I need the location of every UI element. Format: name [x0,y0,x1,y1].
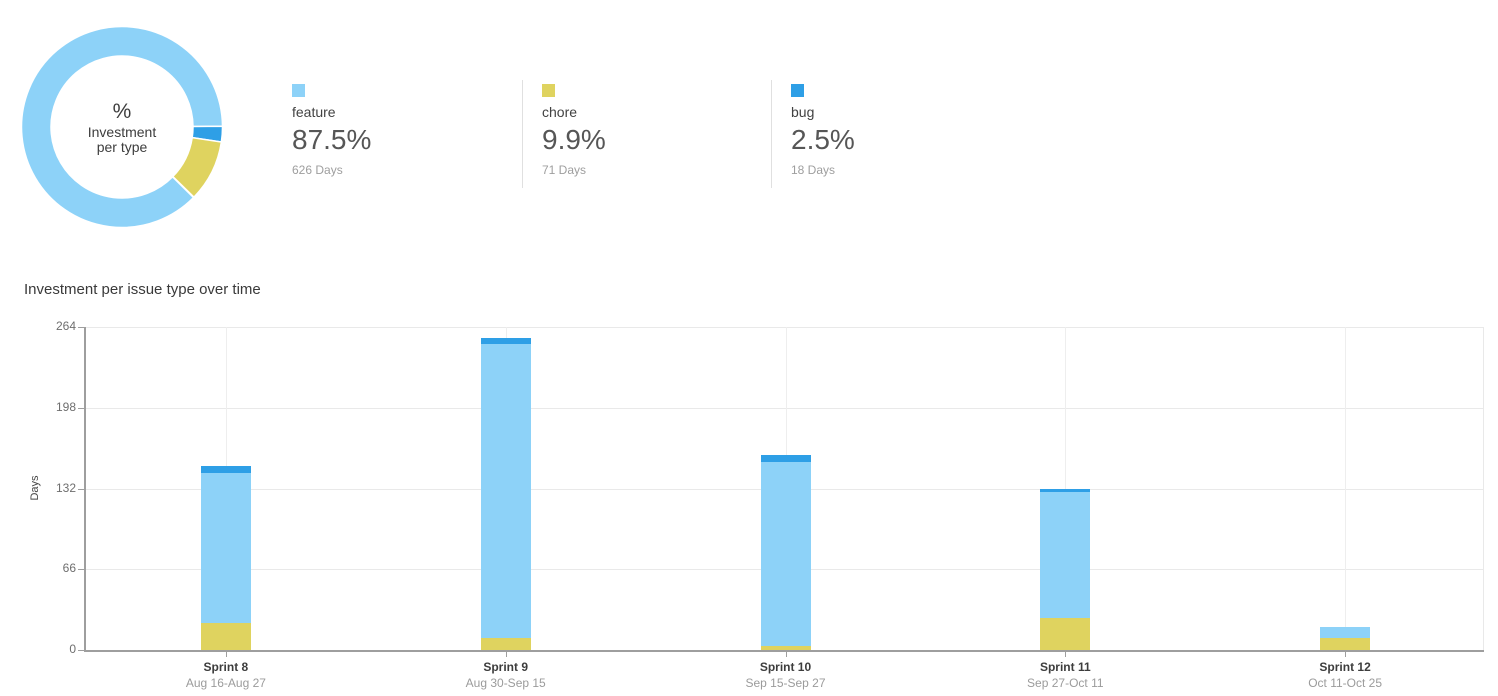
y-tick [78,407,84,409]
y-tick [78,569,84,571]
x-category-name: Sprint 8 [203,660,249,674]
y-gridline [86,407,1484,409]
bar-segment-bug[interactable] [1040,488,1091,493]
donut-slice-chore[interactable] [171,136,223,199]
x-category-dates: Oct 11-Oct 25 [1308,676,1382,690]
x-category-label: Sprint 10 Sep 15-Sep 27 [686,660,886,690]
bar-segment-feature[interactable] [1320,626,1371,638]
legend-percent: 2.5% [791,124,855,155]
x-category-label: Sprint 9 Aug 30-Sep 15 [406,660,606,690]
plot-right-border [1483,327,1484,650]
legend-percent: 87.5% [292,124,372,155]
y-tick-label: 0 [69,642,76,656]
x-tick [505,652,507,657]
bar-segment-bug[interactable] [480,338,531,345]
y-tick-label: 132 [55,480,76,495]
y-axis-line [84,327,86,652]
x-gridline [1345,327,1347,650]
legend-days: 18 Days [791,163,836,177]
donut-slice-feature[interactable] [20,25,224,229]
legend-item-bug[interactable]: bug 2.5% 18 Days [771,80,1020,188]
bar-segment-chore[interactable] [1320,637,1371,650]
investment-bar-chart: 0 66 132 198 264 Sprint 8 Aug 16-Aug 27 Sprint … [0,319,1498,696]
x-tick [1065,652,1067,657]
x-category-name: Sprint 9 [483,660,529,674]
y-tick [78,327,84,328]
bar-segment-chore[interactable] [760,646,811,650]
legend-days: 626 Days [292,163,343,177]
bug-swatch-icon [791,84,804,97]
bar-segment-chore[interactable] [1040,618,1091,650]
x-axis-line [84,650,1484,652]
bar-segment-bug[interactable] [200,466,251,473]
x-category-name: Sprint 11 [1039,660,1091,674]
legend-name: feature [292,104,336,120]
x-category-label: Sprint 12 Oct 11-Oct 25 [1245,660,1445,690]
donut-legend: feature 87.5% 626 Days chore 9.9% 71 Day… [273,80,1020,188]
x-category-name: Sprint 10 [759,660,812,674]
y-tick-label: 66 [62,561,76,576]
donut-chart-svg [20,25,224,229]
legend-days: 71 Days [542,163,587,177]
x-category-dates: Aug 16-Aug 27 [185,676,266,690]
chore-swatch-icon [542,84,555,97]
y-tick [78,650,84,651]
legend-name: bug [791,104,815,120]
y-tick-label: 198 [55,399,76,414]
x-tick [225,652,227,657]
bar-segment-feature[interactable] [480,344,531,638]
bar-segment-bug[interactable] [760,455,811,462]
x-category-dates: Aug 30-Sep 15 [465,676,546,690]
legend-item-chore[interactable]: chore 9.9% 71 Days [522,80,771,188]
bar-chart-title: Investment per issue type over time [24,281,261,298]
y-gridline [86,327,1484,328]
x-category-dates: Sep 27-Oct 11 [1027,676,1104,690]
investment-donut-chart: % Investment per type [20,25,224,229]
bar-segment-chore[interactable] [480,637,531,650]
x-category-name: Sprint 12 [1319,660,1371,674]
x-category-dates: Sep 15-Sep 27 [745,676,826,690]
y-tick-label: 264 [55,319,76,333]
feature-swatch-icon [292,84,305,97]
x-tick [785,652,787,657]
bar-segment-chore[interactable] [200,623,251,650]
y-tick [78,488,84,490]
x-category-label: Sprint 11 Sep 27-Oct 11 [965,660,1165,690]
legend-name: chore [542,104,578,120]
bar-segment-feature[interactable] [1040,492,1091,619]
x-category-label: Sprint 8 Aug 16-Aug 27 [126,660,326,690]
legend-percent: 9.9% [542,124,606,155]
legend-item-feature[interactable]: feature 87.5% 626 Days [273,80,522,188]
bar-segment-feature[interactable] [200,472,251,624]
bar-segment-feature[interactable] [760,461,811,647]
x-tick [1345,652,1347,657]
